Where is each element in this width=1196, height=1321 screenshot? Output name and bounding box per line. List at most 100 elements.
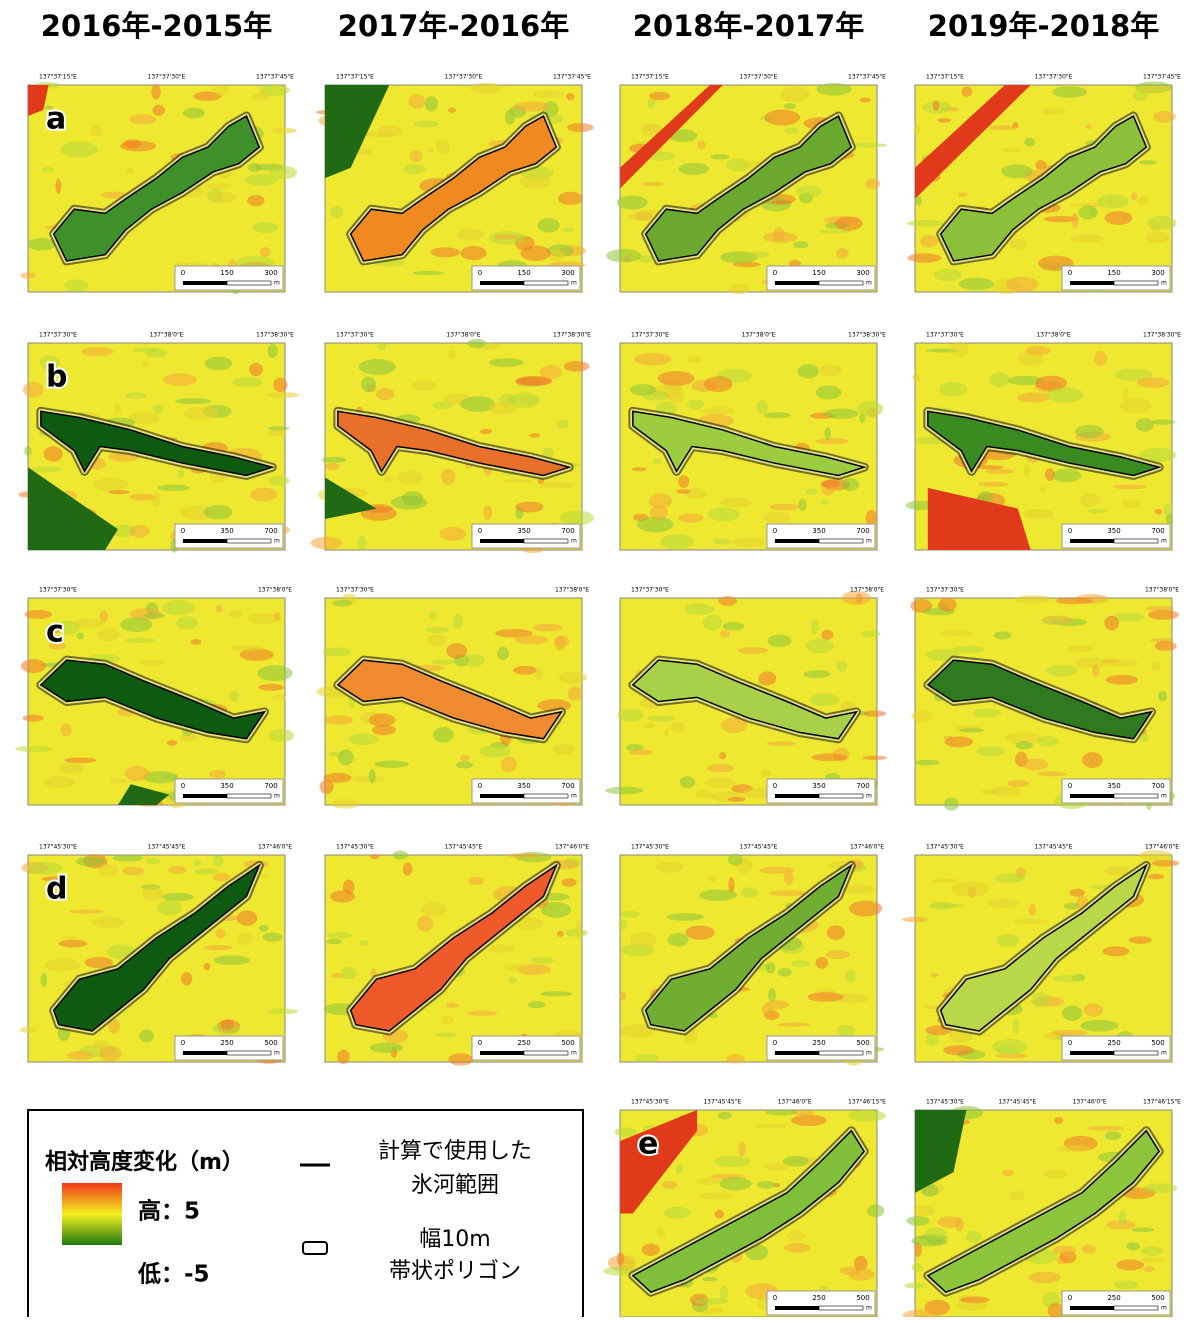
terrain-patch	[250, 488, 277, 502]
coordinate-label: 137°38'0"E	[258, 587, 292, 594]
terrain-patch	[393, 850, 408, 859]
terrain-patch	[1007, 780, 1029, 787]
terrain-patch	[816, 386, 842, 400]
terrain-patch	[204, 183, 232, 190]
scale-bar	[227, 794, 271, 798]
terrain-patch	[108, 490, 130, 494]
terrain-patch	[606, 249, 641, 262]
terrain-patch	[1092, 665, 1099, 676]
terrain-patch	[849, 901, 882, 917]
scale-bar	[1114, 281, 1158, 285]
scale-label: 700	[561, 527, 574, 535]
terrain-patch	[1131, 192, 1137, 200]
terrain-patch	[667, 913, 705, 921]
terrain-patch	[1041, 108, 1066, 115]
terrain-patch	[951, 342, 969, 357]
terrain-patch	[766, 962, 776, 973]
terrain-patch	[93, 478, 129, 490]
scale-label: 0	[1068, 1039, 1072, 1047]
terrain-patch	[657, 1228, 666, 1238]
terrain-patch	[323, 715, 353, 724]
terrain-patch	[632, 467, 647, 471]
terrain-patch	[848, 1110, 886, 1122]
terrain-patch	[1042, 617, 1065, 625]
terrain-patch	[163, 373, 197, 386]
terrain-patch	[260, 247, 270, 257]
terrain-patch	[938, 598, 956, 612]
coordinate-label: 137°46'0"E	[1073, 1099, 1107, 1106]
terrain-patch	[660, 534, 694, 549]
terrain-patch	[205, 357, 232, 371]
terrain-patch	[93, 1040, 108, 1049]
terrain-patch	[144, 613, 165, 619]
terrain-patch	[619, 919, 628, 930]
terrain-patch	[863, 710, 886, 716]
map-panel	[902, 850, 1179, 1062]
terrain-patch	[568, 687, 583, 701]
terrain-patch	[719, 1177, 751, 1190]
terrain-patch	[489, 358, 524, 367]
terrain-patch	[617, 195, 648, 209]
terrain-patch	[378, 342, 386, 351]
scale-label: 350	[517, 527, 530, 535]
terrain-patch	[784, 871, 793, 885]
terrain-patch	[398, 471, 423, 485]
terrain-patch	[99, 864, 118, 877]
terrain-patch	[262, 933, 282, 942]
terrain-patch	[448, 1053, 473, 1065]
terrain-patch	[961, 87, 972, 97]
terrain-patch	[1153, 111, 1176, 123]
terrain-patch	[777, 968, 791, 977]
terrain-patch	[929, 903, 964, 907]
terrain-patch	[769, 504, 800, 511]
scale-label: 250	[1107, 1294, 1120, 1302]
terrain-patch	[658, 371, 695, 386]
terrain-patch	[1010, 1191, 1025, 1201]
legend-band: 幅10m	[419, 1227, 490, 1252]
terrain-patch	[1028, 1272, 1061, 1284]
terrain-patch	[553, 744, 575, 755]
terrain-patch	[331, 799, 359, 808]
terrain-patch	[773, 227, 784, 242]
terrain-patch	[958, 193, 967, 197]
legend-high: 高：5	[138, 1198, 200, 1225]
terrain-patch	[1023, 509, 1053, 519]
terrain-patch	[561, 878, 576, 887]
terrain-patch	[467, 1011, 498, 1016]
terrain-patch	[959, 728, 984, 733]
terrain-patch	[558, 671, 586, 683]
terrain-patch	[655, 862, 684, 873]
terrain-patch	[756, 400, 768, 414]
scale-bar	[1114, 539, 1158, 543]
terrain-patch	[978, 482, 1009, 487]
terrain-patch	[738, 1142, 746, 1156]
terrain-patch	[369, 769, 376, 783]
scale-label: 150	[517, 269, 530, 277]
terrain-patch	[687, 356, 702, 362]
terrain-patch	[1094, 351, 1107, 366]
terrain-patch	[805, 639, 833, 653]
terrain-patch	[1006, 277, 1038, 292]
terrain-patch	[1151, 420, 1175, 425]
terrain-patch	[1062, 1005, 1082, 1020]
coordinate-label: 137°37'30"E	[631, 587, 669, 594]
terrain-patch	[807, 992, 843, 1002]
terrain-patch	[845, 969, 856, 982]
scale-bar	[524, 539, 568, 543]
terrain-patch	[767, 635, 791, 647]
terrain-patch	[1116, 1259, 1144, 1270]
terrain-patch	[720, 1286, 728, 1301]
terrain-patch	[1147, 216, 1177, 230]
terrain-patch	[912, 374, 920, 382]
terrain-patch	[442, 1016, 454, 1025]
terrain-patch	[729, 284, 749, 295]
terrain-patch	[1148, 874, 1165, 879]
terrain-patch	[575, 921, 581, 935]
terrain-patch	[44, 776, 75, 789]
terrain-patch	[859, 413, 865, 423]
terrain-patch	[441, 469, 456, 485]
terrain-patch	[120, 617, 152, 632]
terrain-patch	[715, 1210, 724, 1219]
terrain-patch	[642, 1244, 660, 1256]
terrain-patch	[1097, 194, 1129, 208]
